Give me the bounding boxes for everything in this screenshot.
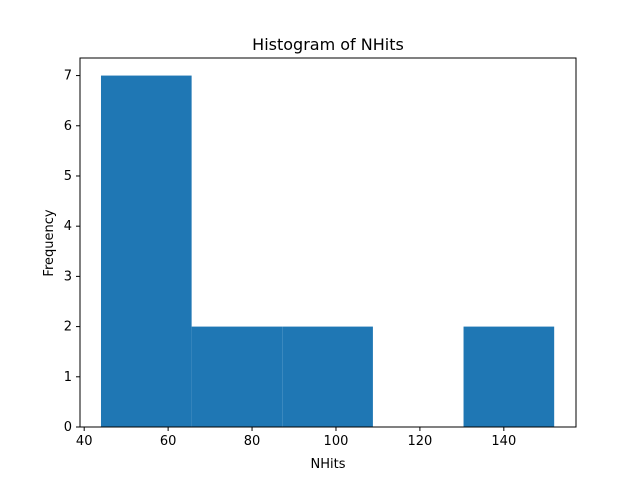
x-tick-label: 100 bbox=[324, 434, 349, 449]
x-tick-label: 120 bbox=[407, 434, 432, 449]
histogram-bar-1 bbox=[191, 326, 283, 427]
x-tick-label: 80 bbox=[244, 434, 261, 449]
y-tick-label: 5 bbox=[64, 169, 72, 184]
y-axis-ticks: 0 1 2 3 4 5 6 7 bbox=[64, 69, 80, 435]
histogram-bar-4 bbox=[463, 326, 555, 427]
y-tick-label: 2 bbox=[64, 320, 72, 335]
plot-frame bbox=[79, 57, 577, 428]
histogram-bar-0 bbox=[100, 75, 192, 428]
y-tick-label: 0 bbox=[64, 420, 72, 435]
x-tick-label: 140 bbox=[491, 434, 516, 449]
y-axis-label: Frequency bbox=[42, 209, 57, 276]
y-tick-label: 6 bbox=[64, 119, 72, 134]
y-tick-label: 7 bbox=[64, 69, 72, 84]
histogram-bar-2 bbox=[282, 326, 373, 427]
bars-group bbox=[100, 75, 555, 428]
x-axis-ticks: 40 60 80 100 120 140 bbox=[76, 427, 516, 449]
x-axis-label: NHits bbox=[311, 457, 346, 472]
x-tick-label: 60 bbox=[160, 434, 177, 449]
y-tick-label: 3 bbox=[64, 269, 72, 284]
chart-title: Histogram of NHits bbox=[252, 35, 404, 54]
x-tick-label: 40 bbox=[76, 434, 93, 449]
y-tick-label: 1 bbox=[64, 370, 72, 385]
y-tick-label: 4 bbox=[64, 219, 72, 234]
